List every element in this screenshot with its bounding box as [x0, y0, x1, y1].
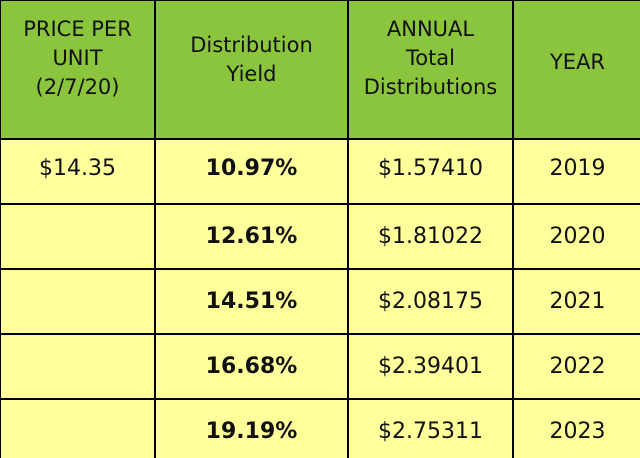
price-cell — [0, 398, 156, 458]
header-line: Distribution — [190, 33, 313, 57]
header-line: PRICE PER — [23, 17, 132, 41]
yield-cell: 16.68% — [154, 333, 349, 400]
year-cell: 2023 — [512, 398, 640, 458]
distributions-cell: $1.81022 — [347, 203, 514, 270]
year-cell: 2021 — [512, 268, 640, 335]
year-cell: 2020 — [512, 203, 640, 270]
table-row: 14.51% $2.08175 2021 — [0, 268, 640, 335]
table-row: $14.35 10.97% $1.57410 2019 — [0, 138, 640, 205]
header-line: Yield — [226, 62, 277, 86]
distributions-cell: $2.75311 — [347, 398, 514, 458]
price-cell: $14.35 — [0, 138, 156, 205]
table-row: 12.61% $1.81022 2020 — [0, 203, 640, 270]
yield-cell: 10.97% — [154, 138, 349, 205]
header-line: UNIT — [52, 46, 103, 70]
table-header-row: PRICE PER UNIT (2/7/20) Distribution Yie… — [0, 0, 640, 140]
distributions-cell: $2.39401 — [347, 333, 514, 400]
price-cell — [0, 203, 156, 270]
table-row: 19.19% $2.75311 2023 — [0, 398, 640, 458]
header-line: YEAR — [549, 50, 606, 74]
header-price-per-unit: PRICE PER UNIT (2/7/20) — [0, 0, 156, 140]
header-annual-total-distributions: ANNUAL Total Distributions — [347, 0, 514, 140]
year-cell: 2022 — [512, 333, 640, 400]
header-line: (2/7/20) — [35, 75, 120, 99]
yield-cell: 19.19% — [154, 398, 349, 458]
price-cell — [0, 333, 156, 400]
distributions-cell: $1.57410 — [347, 138, 514, 205]
price-cell — [0, 268, 156, 335]
header-distribution-yield: Distribution Yield — [154, 0, 349, 140]
year-cell: 2019 — [512, 138, 640, 205]
yield-cell: 12.61% — [154, 203, 349, 270]
header-line: Distributions — [363, 75, 498, 99]
header-line: ANNUAL — [386, 17, 475, 41]
header-year: YEAR — [512, 0, 640, 140]
yield-cell: 14.51% — [154, 268, 349, 335]
distributions-cell: $2.08175 — [347, 268, 514, 335]
table-row: 16.68% $2.39401 2022 — [0, 333, 640, 400]
header-line: Total — [405, 46, 456, 70]
